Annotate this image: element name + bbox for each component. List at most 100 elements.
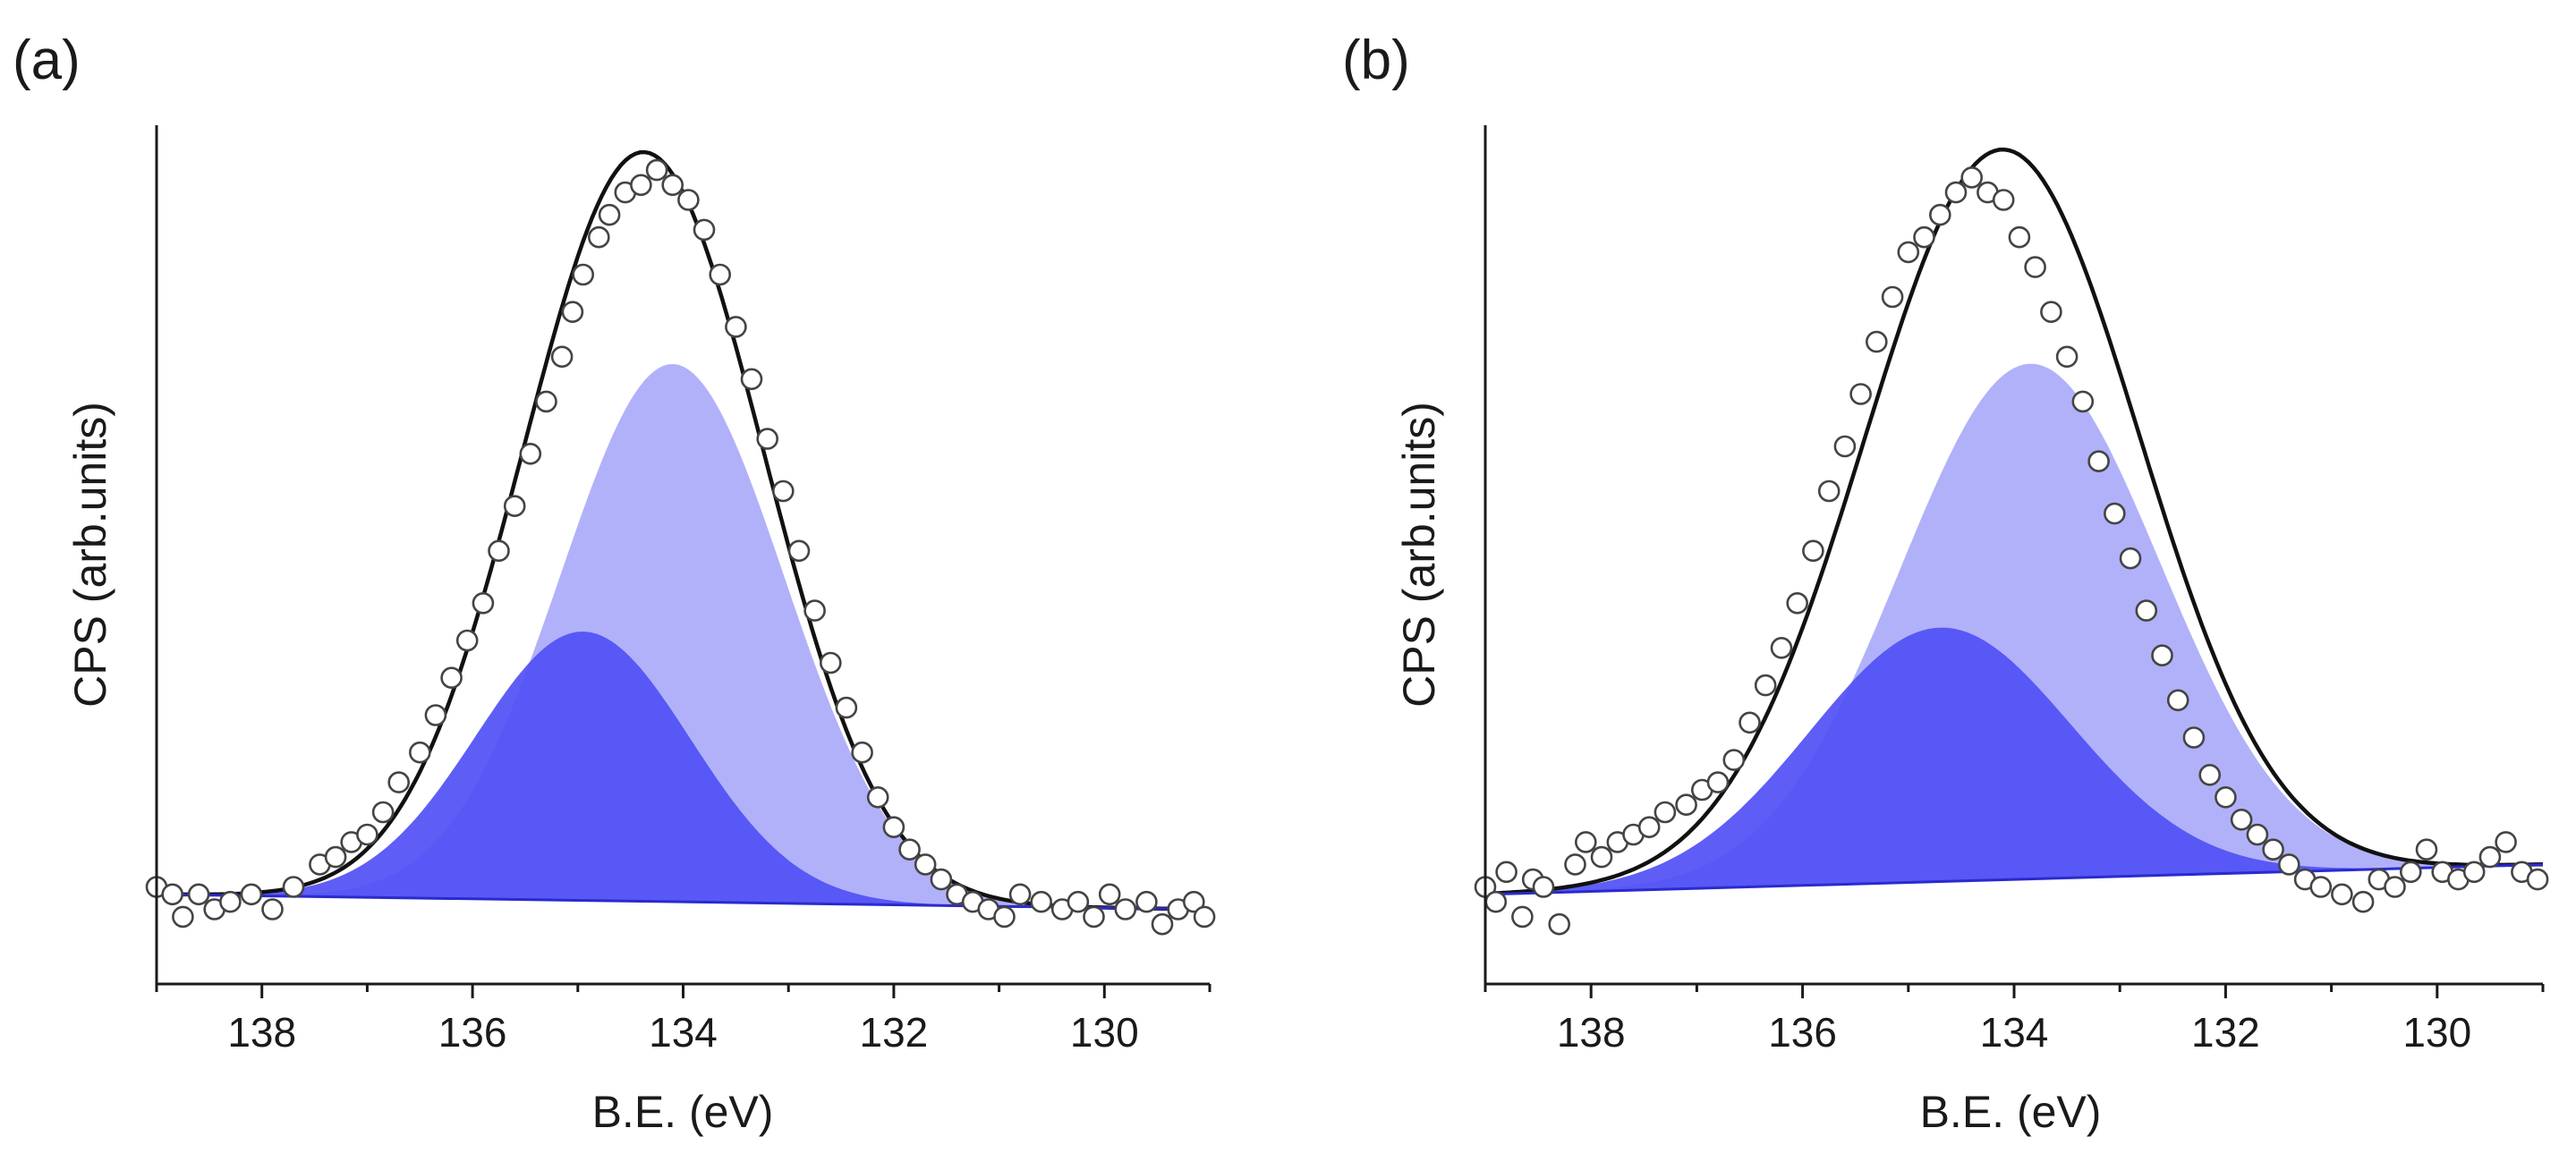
panel-a-data-point [771, 479, 795, 503]
panel-a-data-point [787, 539, 811, 563]
panel-a-data-point [219, 890, 242, 913]
panel-b-data-point [2495, 831, 2517, 853]
panel-b-peak-areas [1485, 363, 2543, 895]
panel-a-data-point [819, 651, 842, 674]
panel-a-data-point [503, 495, 526, 518]
panel-b-data-point [1992, 189, 2015, 211]
panel-b: (b) 138 136 134 132 130 B.E. (eV) CPS (arb.u… [1342, 30, 2549, 1137]
panel-b-data-point [2278, 853, 2300, 876]
panel-b-data-point [1675, 793, 1697, 817]
panel-a-data-point [282, 876, 305, 898]
panel-a-data-point [408, 741, 431, 764]
panel-a-data-point [161, 883, 183, 906]
panel-b-data-point [2198, 763, 2221, 786]
panel-a-data-point [1151, 912, 1174, 936]
panel-b-data-point [1897, 241, 1920, 264]
panel-b-data-point [1786, 591, 1808, 615]
panel-b-y-axis-title: CPS (arb.units) [1394, 402, 1444, 708]
panel-a-data-point [1098, 883, 1121, 906]
panel-a-data-points [145, 158, 1216, 936]
panel-a-data-point [851, 741, 873, 764]
panel-b-data-point [2182, 726, 2206, 749]
panel-a-peak-areas [157, 364, 1210, 910]
panel-b-data-point [1739, 711, 1761, 734]
panel-a-data-point [561, 301, 584, 324]
panel-a: (a) 138 136 134 132 130 B.E. (eV) CPS (arb.u… [13, 30, 1216, 1137]
panel-a-data-point [1067, 890, 1090, 913]
panel-a-data-point [371, 801, 395, 824]
panel-a-data-point [1083, 905, 1105, 929]
panel-b-data-point [1802, 539, 1824, 563]
panel-b-data-point [2215, 785, 2237, 809]
panel-a-data-point [572, 263, 595, 286]
panel-a-data-point [550, 345, 574, 369]
panel-a-data-point [187, 883, 210, 906]
panel-a-data-point [693, 218, 716, 242]
panel-b-data-point [1532, 876, 1555, 898]
panel-b-data-point [1881, 285, 1904, 309]
panel-a-data-point [898, 838, 921, 861]
panel-b-data-point [1654, 801, 1677, 824]
panel-b-data-point [1484, 890, 1508, 913]
panel-a-data-point [535, 390, 557, 413]
panel-b-data-point [1722, 749, 1746, 771]
panel-b-data-point [2351, 890, 2375, 913]
panel-a-data-point [172, 905, 194, 929]
panel-b-data-point [1564, 853, 1586, 876]
panel-a-x-tick-label: 138 [227, 1009, 296, 1056]
panel-b-peak-2-area [1485, 363, 2543, 895]
panel-b-data-point [2415, 838, 2438, 861]
panel-b-data-point [1866, 330, 1888, 353]
panel-b-x-tick-label: 136 [1768, 1009, 1837, 1056]
panel-b-peak-1-area [1485, 627, 2543, 895]
panel-a-data-point [587, 225, 610, 249]
panel-b-data-point [2262, 838, 2284, 861]
panel-a-x-axis-title: B.E. (eV) [592, 1087, 774, 1137]
panel-a-x-tick-label: 130 [1070, 1009, 1139, 1056]
panel-b-data-point [2008, 225, 2031, 249]
panel-a-data-point [661, 174, 684, 197]
panel-a-x-tick-label: 134 [649, 1009, 718, 1056]
panel-b-x-tick-label: 132 [2191, 1009, 2260, 1056]
panel-b-data-point [1590, 845, 1613, 869]
panel-b-data-point [2104, 502, 2126, 525]
panel-a-data-point [1193, 905, 1216, 929]
panel-b-data-point [2166, 689, 2189, 712]
panel-a-y-axis-title: CPS (arb.units) [65, 402, 115, 708]
panel-b-data-point [2246, 823, 2269, 846]
panel-a-data-point [455, 629, 479, 652]
panel-b-data-point [2478, 845, 2502, 869]
panel-a-data-point [1030, 890, 1052, 913]
panel-b-data-point [2400, 861, 2422, 884]
panel-b-x-ticks: 138 136 134 132 130 [1484, 984, 2545, 1056]
panel-a-data-point [1008, 883, 1032, 906]
panel-a-data-point [882, 816, 905, 839]
panel-a-data-point [930, 868, 953, 891]
panel-b-x-tick-label: 134 [1980, 1009, 2049, 1056]
panel-b-fit-lines [1484, 147, 2544, 896]
panel-a-data-point [424, 704, 447, 726]
panel-b-data-point [2151, 644, 2173, 667]
panel-b-data-point [1960, 166, 1983, 189]
panel-b-data-point [1706, 771, 1730, 793]
panel-a-x-tick-label: 136 [438, 1009, 507, 1056]
panel-b-data-point [2071, 390, 2095, 413]
panel-a-data-point [440, 666, 463, 690]
panel-b-x-axis-title: B.E. (eV) [1920, 1087, 2102, 1137]
panel-b-data-points [1474, 166, 2549, 936]
panel-a-data-point [835, 696, 858, 719]
panel-a-data-point [598, 203, 621, 226]
panel-b-data-point [2040, 301, 2062, 324]
panel-b-data-point [1770, 636, 1793, 659]
panel-b-data-point [1495, 861, 1518, 884]
panel-a-x-tick-label: 132 [860, 1009, 929, 1056]
panel-b-data-point [2331, 883, 2353, 906]
panel-a-data-point [803, 599, 826, 622]
panel-b-data-point [2384, 876, 2406, 898]
panel-a-peak-1-area [157, 632, 1210, 910]
panel-b-data-point [1833, 435, 1857, 458]
panel-b-data-point [1913, 225, 1935, 249]
panel-b-data-point [1637, 816, 1661, 839]
panel-a-peak-2-area [157, 364, 1210, 910]
